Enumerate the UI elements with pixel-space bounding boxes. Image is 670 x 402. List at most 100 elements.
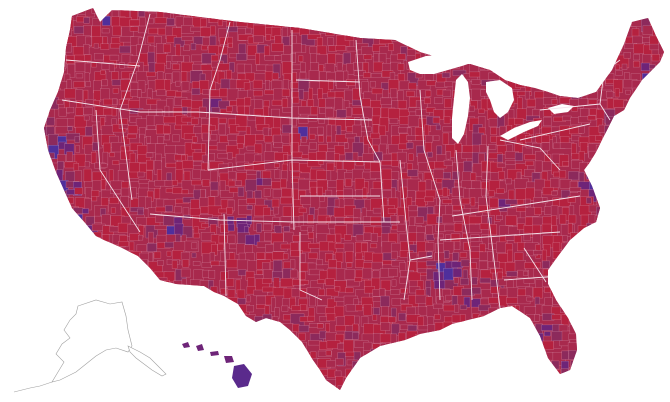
county-cell	[146, 243, 157, 252]
county-cell	[389, 28, 397, 39]
county-cell	[479, 223, 491, 230]
county-cell	[127, 314, 134, 325]
county-cell	[652, 262, 664, 270]
county-cell	[77, 394, 84, 399]
county-cell	[569, 289, 576, 300]
county-cell	[183, 384, 190, 390]
county-cell	[415, 334, 428, 342]
county-cell	[370, 233, 378, 242]
county-cell	[469, 36, 482, 50]
county-cell	[616, 332, 628, 340]
county-cell	[64, 306, 76, 315]
county-cell	[346, 8, 357, 19]
county-cell	[281, 188, 293, 198]
county-cell	[624, 261, 639, 271]
county-cell	[463, 43, 471, 57]
county-cell	[407, 44, 421, 50]
county-cell	[283, 73, 292, 81]
county-cell	[652, 313, 663, 327]
county-cell	[283, 226, 290, 232]
county-cell	[623, 334, 633, 349]
county-cell	[282, 107, 293, 113]
county-cell	[65, 232, 71, 238]
county-cell	[44, 208, 46, 220]
county-cell	[202, 394, 214, 402]
county-cell	[424, 196, 435, 202]
county-cell	[46, 385, 53, 390]
county-cell	[334, 305, 345, 318]
county-cell	[453, 324, 464, 335]
county-cell	[44, 351, 49, 359]
county-cell	[641, 151, 652, 161]
county-cell	[615, 8, 624, 11]
county-cell	[444, 379, 458, 386]
county-cell	[181, 305, 196, 320]
county-cell	[443, 268, 454, 282]
county-cell	[595, 187, 606, 196]
county-cell	[112, 160, 120, 165]
hawaii-island-big	[232, 364, 252, 388]
county-cell	[273, 386, 285, 390]
county-cell	[378, 125, 386, 137]
county-cell	[370, 100, 382, 109]
county-cell	[352, 152, 359, 165]
county-cell	[370, 385, 383, 390]
county-cell	[480, 358, 490, 365]
county-cell	[649, 69, 662, 76]
county-cell	[426, 251, 433, 259]
county-cell	[624, 315, 636, 329]
county-cell	[298, 325, 310, 333]
county-cell	[604, 251, 614, 266]
county-cell	[298, 55, 304, 62]
county-cell	[290, 269, 298, 279]
county-cell	[507, 169, 522, 181]
county-cell	[344, 397, 349, 402]
county-cell	[571, 397, 578, 402]
county-cell	[120, 379, 129, 390]
county-cell	[406, 90, 415, 97]
county-cell	[624, 244, 632, 256]
county-cell	[487, 360, 493, 371]
county-cell	[568, 26, 579, 39]
county-cell	[615, 64, 620, 70]
county-cell	[660, 358, 664, 365]
county-cell	[362, 376, 377, 383]
county-cell	[201, 297, 212, 312]
county-cell	[137, 286, 145, 297]
county-cell	[176, 395, 183, 400]
county-cell	[292, 323, 300, 333]
county-cell	[119, 395, 128, 402]
county-cell	[57, 62, 66, 71]
county-cell	[218, 297, 230, 310]
county-cell	[595, 135, 603, 141]
county-cell	[633, 43, 645, 54]
county-cell	[607, 216, 620, 222]
county-cell	[75, 253, 81, 263]
county-cell	[101, 370, 110, 380]
county-cell	[410, 396, 420, 402]
county-cell	[65, 396, 79, 402]
county-cell	[344, 269, 355, 280]
county-cell	[587, 81, 598, 89]
county-cell	[263, 223, 272, 232]
county-cell	[137, 316, 143, 326]
county-cell	[344, 142, 349, 149]
county-cell	[604, 258, 611, 269]
county-cell	[661, 296, 664, 303]
county-cell	[526, 296, 534, 302]
county-cell	[280, 352, 288, 362]
county-cell	[246, 205, 253, 210]
county-cell	[370, 188, 383, 197]
county-cell	[92, 180, 102, 192]
county-cell	[109, 366, 117, 381]
county-cell	[85, 232, 96, 245]
county-cell	[389, 395, 402, 402]
county-cell	[606, 8, 611, 18]
county-cell	[101, 1, 107, 7]
county-cell	[128, 187, 137, 198]
county-cell	[517, 73, 524, 83]
county-cell	[44, 215, 52, 225]
county-cell	[640, 62, 650, 71]
county-cell	[112, 88, 119, 94]
county-cell	[283, 331, 291, 340]
